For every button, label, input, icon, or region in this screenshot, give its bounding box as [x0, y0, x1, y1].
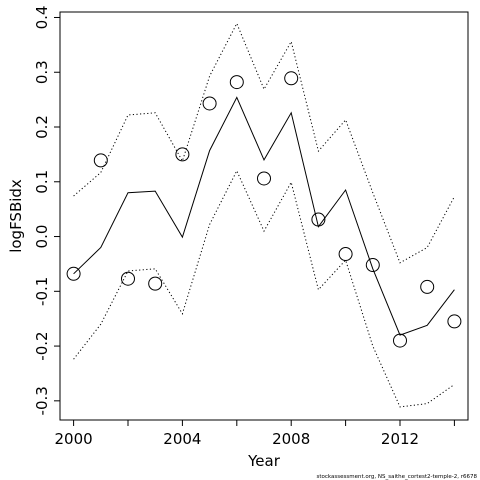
y-tick-label: 0.1 [33, 170, 51, 194]
footer-credit: stockassessment.org, NS_saithe_cortest2-… [317, 474, 478, 480]
x-axis-title: Year [247, 452, 281, 470]
x-axis: 2000 2004 2008 2012 [55, 420, 455, 448]
observation-point [148, 276, 163, 291]
observation-point [257, 171, 271, 186]
y-tick-label: 0.0 [33, 225, 51, 249]
y-tick-label: 0.2 [33, 115, 51, 139]
lower-bound-line [73, 169, 455, 408]
x-tick-label: 2012 [381, 430, 419, 448]
y-axis-title: logFSBidx [7, 179, 25, 253]
observation-point [175, 147, 190, 162]
observation-point [311, 212, 326, 227]
observation-point [121, 271, 135, 286]
x-tick-label: 2008 [272, 430, 310, 448]
observation-point [229, 75, 244, 90]
series-layer [66, 22, 462, 408]
observation-point [284, 71, 299, 86]
y-tick-label: -0.3 [33, 386, 51, 415]
y-axis: -0.3 -0.2 -0.1 0.0 0.1 0.2 0.3 0.4 [33, 6, 60, 415]
observation-point [447, 314, 462, 329]
x-tick-label: 2004 [163, 430, 201, 448]
observation-point [365, 258, 380, 273]
estimate-line [73, 96, 455, 336]
y-tick-label: 0.3 [33, 60, 51, 84]
observation-point [93, 153, 108, 168]
observation-point [338, 247, 353, 262]
plot-frame [59, 11, 469, 421]
upper-bound-line [73, 22, 455, 264]
y-tick-label: -0.1 [33, 277, 51, 306]
y-tick-label: -0.2 [33, 331, 51, 360]
y-tick-label: 0.4 [33, 6, 51, 30]
x-tick-label: 2000 [55, 430, 93, 448]
observation-point [393, 333, 407, 348]
observation-point [66, 266, 81, 281]
observation-point [202, 96, 217, 111]
observation-point [420, 279, 435, 294]
